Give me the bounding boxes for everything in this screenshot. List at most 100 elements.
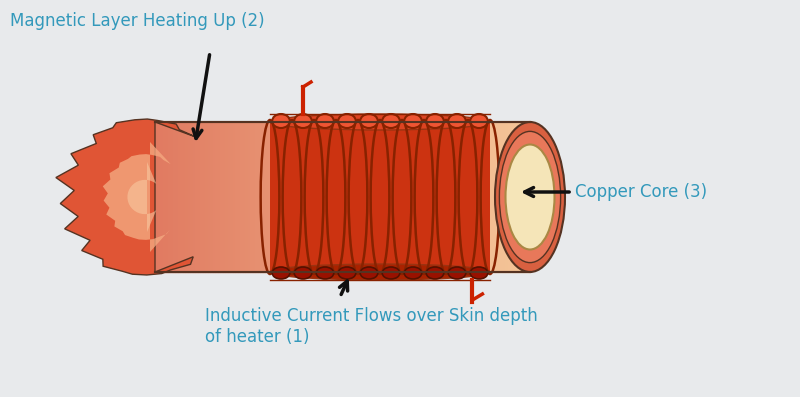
Bar: [430, 122, 433, 272]
Bar: [250, 122, 253, 272]
Bar: [453, 122, 455, 272]
Bar: [420, 122, 422, 272]
Ellipse shape: [448, 114, 466, 128]
Bar: [347, 122, 350, 272]
Bar: [413, 122, 415, 272]
Bar: [205, 122, 207, 272]
Bar: [473, 122, 475, 272]
Bar: [485, 122, 487, 272]
Bar: [345, 122, 347, 272]
Bar: [380, 122, 382, 272]
Bar: [525, 122, 527, 272]
Bar: [155, 122, 158, 272]
Ellipse shape: [360, 267, 378, 279]
Bar: [375, 122, 378, 272]
Bar: [360, 122, 362, 272]
Bar: [260, 122, 262, 272]
Bar: [210, 122, 213, 272]
Bar: [400, 122, 402, 272]
Bar: [173, 122, 175, 272]
Bar: [350, 122, 353, 272]
Bar: [233, 122, 235, 272]
Ellipse shape: [404, 267, 422, 279]
Bar: [340, 122, 342, 272]
Bar: [313, 122, 315, 272]
Polygon shape: [56, 119, 197, 275]
Bar: [305, 122, 307, 272]
Bar: [300, 122, 302, 272]
Bar: [433, 122, 435, 272]
Text: Inductive Current Flows over Skin depth
of heater (1): Inductive Current Flows over Skin depth …: [205, 307, 538, 346]
Bar: [247, 122, 250, 272]
Bar: [335, 122, 338, 272]
Bar: [458, 122, 460, 272]
Ellipse shape: [426, 267, 444, 279]
Bar: [318, 122, 320, 272]
Ellipse shape: [270, 264, 490, 280]
Bar: [280, 122, 282, 272]
Bar: [262, 122, 265, 272]
Bar: [500, 122, 502, 272]
Bar: [370, 122, 373, 272]
Ellipse shape: [272, 114, 290, 128]
Bar: [407, 122, 410, 272]
Bar: [387, 122, 390, 272]
Ellipse shape: [470, 114, 488, 128]
Ellipse shape: [499, 131, 561, 263]
Bar: [215, 122, 218, 272]
Bar: [402, 122, 405, 272]
Bar: [518, 122, 520, 272]
Bar: [338, 122, 340, 272]
Bar: [362, 122, 365, 272]
Ellipse shape: [272, 267, 290, 279]
Bar: [293, 122, 295, 272]
Bar: [182, 122, 185, 272]
Bar: [447, 122, 450, 272]
Bar: [390, 122, 393, 272]
Ellipse shape: [294, 114, 312, 128]
Bar: [207, 122, 210, 272]
Bar: [462, 122, 465, 272]
Bar: [455, 122, 458, 272]
Bar: [270, 122, 273, 272]
Bar: [222, 122, 225, 272]
Bar: [245, 122, 247, 272]
Bar: [502, 122, 505, 272]
Bar: [418, 122, 420, 272]
Bar: [278, 122, 280, 272]
Polygon shape: [102, 142, 170, 252]
Bar: [487, 122, 490, 272]
Bar: [465, 122, 467, 272]
Bar: [438, 122, 440, 272]
Bar: [467, 122, 470, 272]
Bar: [238, 122, 240, 272]
Bar: [220, 122, 222, 272]
Bar: [175, 122, 178, 272]
Bar: [505, 122, 507, 272]
Bar: [460, 122, 462, 272]
Ellipse shape: [316, 114, 334, 128]
Bar: [427, 122, 430, 272]
Bar: [170, 122, 173, 272]
Bar: [353, 122, 355, 272]
Bar: [358, 122, 360, 272]
Bar: [333, 122, 335, 272]
Bar: [395, 122, 398, 272]
Bar: [242, 122, 245, 272]
Bar: [405, 122, 407, 272]
Bar: [202, 122, 205, 272]
Polygon shape: [127, 162, 156, 232]
Bar: [227, 122, 230, 272]
Bar: [253, 122, 255, 272]
Ellipse shape: [338, 114, 356, 128]
Bar: [290, 122, 293, 272]
Bar: [513, 122, 515, 272]
Bar: [393, 122, 395, 272]
Bar: [200, 122, 202, 272]
Bar: [160, 122, 162, 272]
Ellipse shape: [382, 267, 400, 279]
Bar: [258, 122, 260, 272]
Bar: [180, 122, 182, 272]
Bar: [410, 122, 413, 272]
Bar: [213, 122, 215, 272]
